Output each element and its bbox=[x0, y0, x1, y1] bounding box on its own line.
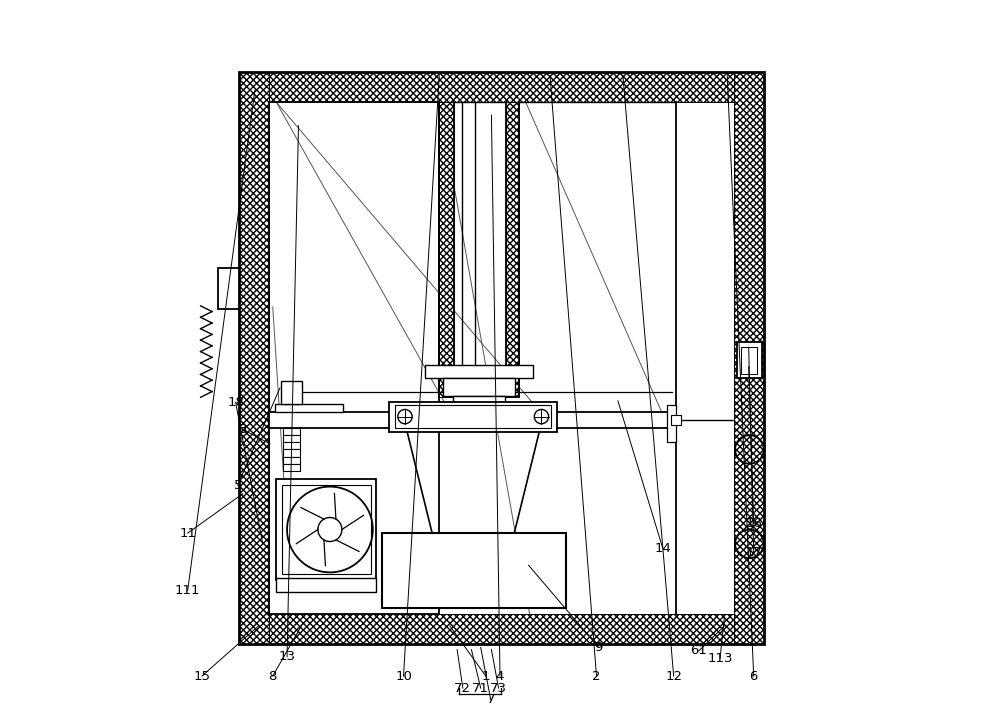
Bar bbox=[276, 480, 376, 579]
Text: 61: 61 bbox=[690, 644, 707, 657]
Text: 71: 71 bbox=[472, 682, 489, 695]
Bar bbox=[218, 268, 239, 309]
Bar bbox=[741, 347, 757, 374]
Bar bbox=[667, 405, 676, 442]
Bar bbox=[269, 102, 439, 614]
Text: 8: 8 bbox=[269, 669, 277, 682]
Text: 2: 2 bbox=[592, 669, 601, 682]
Text: 4: 4 bbox=[496, 669, 504, 682]
Text: 14: 14 bbox=[654, 542, 671, 556]
Bar bbox=[276, 578, 376, 592]
Bar bbox=[239, 614, 764, 644]
Bar bbox=[239, 72, 269, 644]
Bar bbox=[453, 396, 505, 409]
Bar bbox=[439, 102, 454, 397]
Bar bbox=[281, 381, 302, 404]
Bar bbox=[239, 72, 764, 644]
Bar bbox=[425, 365, 533, 378]
Bar bbox=[283, 428, 300, 435]
Text: 10: 10 bbox=[395, 669, 412, 682]
Text: 11: 11 bbox=[179, 526, 196, 540]
Text: 18: 18 bbox=[227, 396, 244, 409]
Text: 6: 6 bbox=[749, 669, 758, 682]
Bar bbox=[382, 533, 566, 608]
Bar bbox=[283, 450, 300, 457]
Text: 73: 73 bbox=[490, 682, 507, 695]
Bar bbox=[506, 102, 519, 397]
Bar bbox=[282, 485, 371, 574]
Text: 16: 16 bbox=[745, 517, 762, 531]
Text: 113: 113 bbox=[707, 652, 733, 664]
Bar bbox=[283, 457, 300, 464]
Text: 13: 13 bbox=[279, 650, 296, 663]
Text: 5: 5 bbox=[233, 479, 242, 492]
Bar bbox=[734, 72, 764, 644]
Text: 9: 9 bbox=[594, 641, 603, 654]
Bar bbox=[436, 409, 522, 420]
Bar bbox=[283, 464, 300, 471]
Text: 111: 111 bbox=[175, 584, 200, 596]
Text: 3: 3 bbox=[238, 423, 247, 436]
Bar bbox=[443, 378, 515, 396]
Text: 15: 15 bbox=[194, 669, 211, 682]
Bar bbox=[239, 72, 764, 102]
Bar bbox=[283, 442, 300, 450]
Bar bbox=[737, 342, 762, 378]
Bar bbox=[389, 402, 557, 432]
Text: 12: 12 bbox=[665, 669, 682, 682]
Text: 1: 1 bbox=[481, 669, 490, 682]
Bar bbox=[269, 412, 676, 428]
Text: 72: 72 bbox=[454, 682, 471, 695]
Bar bbox=[395, 405, 551, 428]
Bar bbox=[283, 435, 300, 442]
Text: 17: 17 bbox=[745, 546, 762, 559]
Bar bbox=[275, 404, 343, 412]
Bar bbox=[671, 415, 681, 425]
Text: 7: 7 bbox=[486, 693, 495, 706]
